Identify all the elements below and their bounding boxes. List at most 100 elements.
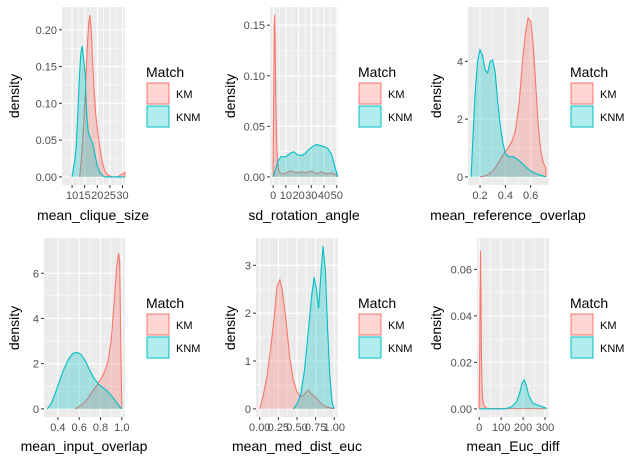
legend-label-km: KM <box>388 89 405 101</box>
y-tick-label: 0.06 <box>451 264 472 276</box>
density-line-knm <box>272 143 338 178</box>
y-tick-label: 0 <box>245 404 251 416</box>
plot-area-2: 0 10 20 30 40 50 0.00 0.05 0.10 0.15 <box>244 7 343 202</box>
y-tick-label: 0.00 <box>244 172 265 184</box>
y-axis-title-5: density <box>222 306 238 350</box>
y-tick-label: 4 <box>457 56 463 68</box>
x-tick-label: 20 <box>292 190 304 202</box>
legend-label-km: KM <box>176 320 193 332</box>
y-axis-title-2: density <box>222 74 238 118</box>
density-line-km <box>478 250 546 410</box>
density-area-knm <box>471 49 546 177</box>
x-tick-label: 1.00 <box>324 422 345 434</box>
y-axis-title-3: density <box>428 74 444 118</box>
legend-label-km: KM <box>388 320 405 332</box>
legend-label-knm: KNM <box>176 343 200 355</box>
legend-title: Match <box>570 295 608 311</box>
density-line-km <box>479 16 547 178</box>
plot-area-1: 10 15 20 25 30 0.00 0.05 0.10 0.15 0.20 <box>36 7 129 202</box>
legend-key-knm <box>570 105 594 128</box>
density-area-knm <box>273 144 338 177</box>
x-axis-title-1: mean_clique_size <box>37 207 149 223</box>
legend-4: Match KM KNM <box>146 295 200 359</box>
y-tick-label: 0.15 <box>244 20 265 32</box>
legend-key-km <box>570 82 594 105</box>
y-tick-label: 6 <box>33 268 39 280</box>
density-line-km <box>259 277 335 410</box>
panel-background <box>477 238 549 417</box>
density-line-knm <box>479 378 548 410</box>
x-tick-label: 0 <box>476 422 482 434</box>
x-axis-title-6: mean_Euc_diff <box>466 438 559 454</box>
x-tick-label: 10 <box>280 190 292 202</box>
y-axis-title-6: density <box>428 306 444 350</box>
y-tick-label: 0.20 <box>36 25 57 37</box>
y-tick-label: 0.15 <box>36 62 57 74</box>
x-tick-label: 1.0 <box>114 422 129 434</box>
legend-1: Match KM KNM <box>146 64 200 128</box>
y-tick-label: 0 <box>457 172 463 184</box>
x-axis-title-4: mean_input_overlap <box>21 438 148 454</box>
legend-5: Match KM KNM <box>358 295 412 359</box>
legend-label-knm: KNM <box>600 112 624 124</box>
x-tick-label: 0.75 <box>305 422 326 434</box>
x-axis-title-2: sd_rotation_angle <box>248 207 360 223</box>
density-area-km <box>74 252 122 409</box>
x-tick-label: 30 <box>305 190 317 202</box>
legend-title: Match <box>358 295 396 311</box>
chart-panel-5: 0.000.250.500.751.00 0 1 2 3 mean_med_dist_e… <box>222 238 412 454</box>
x-tick-label: 0.4 <box>50 422 65 434</box>
density-area-km <box>480 17 546 177</box>
legend-label-km: KM <box>600 320 617 332</box>
density-area-km <box>259 279 335 409</box>
legend-key-knm <box>358 105 382 128</box>
plot-area-5: 0.000.250.500.751.00 0 1 2 3 <box>245 238 345 434</box>
legend-key-knm <box>570 336 594 359</box>
x-tick-label: 15 <box>79 190 91 202</box>
density-line-km <box>79 14 126 178</box>
x-tick-label: 300 <box>536 422 554 434</box>
y-tick-label: 2 <box>245 308 251 320</box>
y-tick-label: 0.00 <box>36 172 57 184</box>
x-axis-title-3: mean_reference_overlap <box>430 207 586 223</box>
density-area-knm <box>293 246 335 409</box>
panel-background <box>468 7 549 185</box>
x-tick-label: 100 <box>492 422 510 434</box>
legend-title: Match <box>146 64 184 80</box>
y-tick-label: 3 <box>245 260 251 272</box>
x-tick-label: 0.4 <box>498 190 513 202</box>
y-tick-label: 0 <box>33 404 39 416</box>
legend-key-knm <box>146 336 170 359</box>
x-axis-title-5: mean_med_dist_euc <box>232 438 362 454</box>
x-tick-label: 50 <box>331 190 343 202</box>
legend-2: Match KM KNM <box>358 64 412 128</box>
x-tick-label: 25 <box>104 190 116 202</box>
y-tick-label: 0.02 <box>451 357 472 369</box>
density-line-km <box>272 15 338 177</box>
x-tick-label: 40 <box>318 190 330 202</box>
y-axis-title-4: density <box>6 306 22 350</box>
density-line-knm <box>71 45 125 178</box>
x-tick-label: 20 <box>91 190 103 202</box>
legend-label-knm: KNM <box>176 112 200 124</box>
legend-label-km: KM <box>600 89 617 101</box>
density-area-knm <box>47 352 122 409</box>
y-tick-label: 0.04 <box>451 311 472 323</box>
plot-area-4: 0.4 0.6 0.8 1.0 0 2 4 6 <box>33 238 129 434</box>
x-tick-label: 0.00 <box>249 422 270 434</box>
y-tick-label: 4 <box>33 313 39 325</box>
legend-title: Match <box>358 64 396 80</box>
x-tick-label: 30 <box>116 190 128 202</box>
y-tick-label: 0.00 <box>451 404 472 416</box>
x-tick-label: 0.6 <box>523 190 538 202</box>
legend-key-knm <box>358 336 382 359</box>
x-tick-label: 0.2 <box>472 190 487 202</box>
x-tick-label: 0.25 <box>268 422 289 434</box>
legend-key-km <box>358 313 382 336</box>
x-tick-label: 0.50 <box>286 422 307 434</box>
legend-6: Match KM KNM <box>570 295 624 359</box>
legend-title: Match <box>570 64 608 80</box>
y-tick-label: 0.05 <box>244 121 265 133</box>
x-tick-label: 10 <box>66 190 78 202</box>
